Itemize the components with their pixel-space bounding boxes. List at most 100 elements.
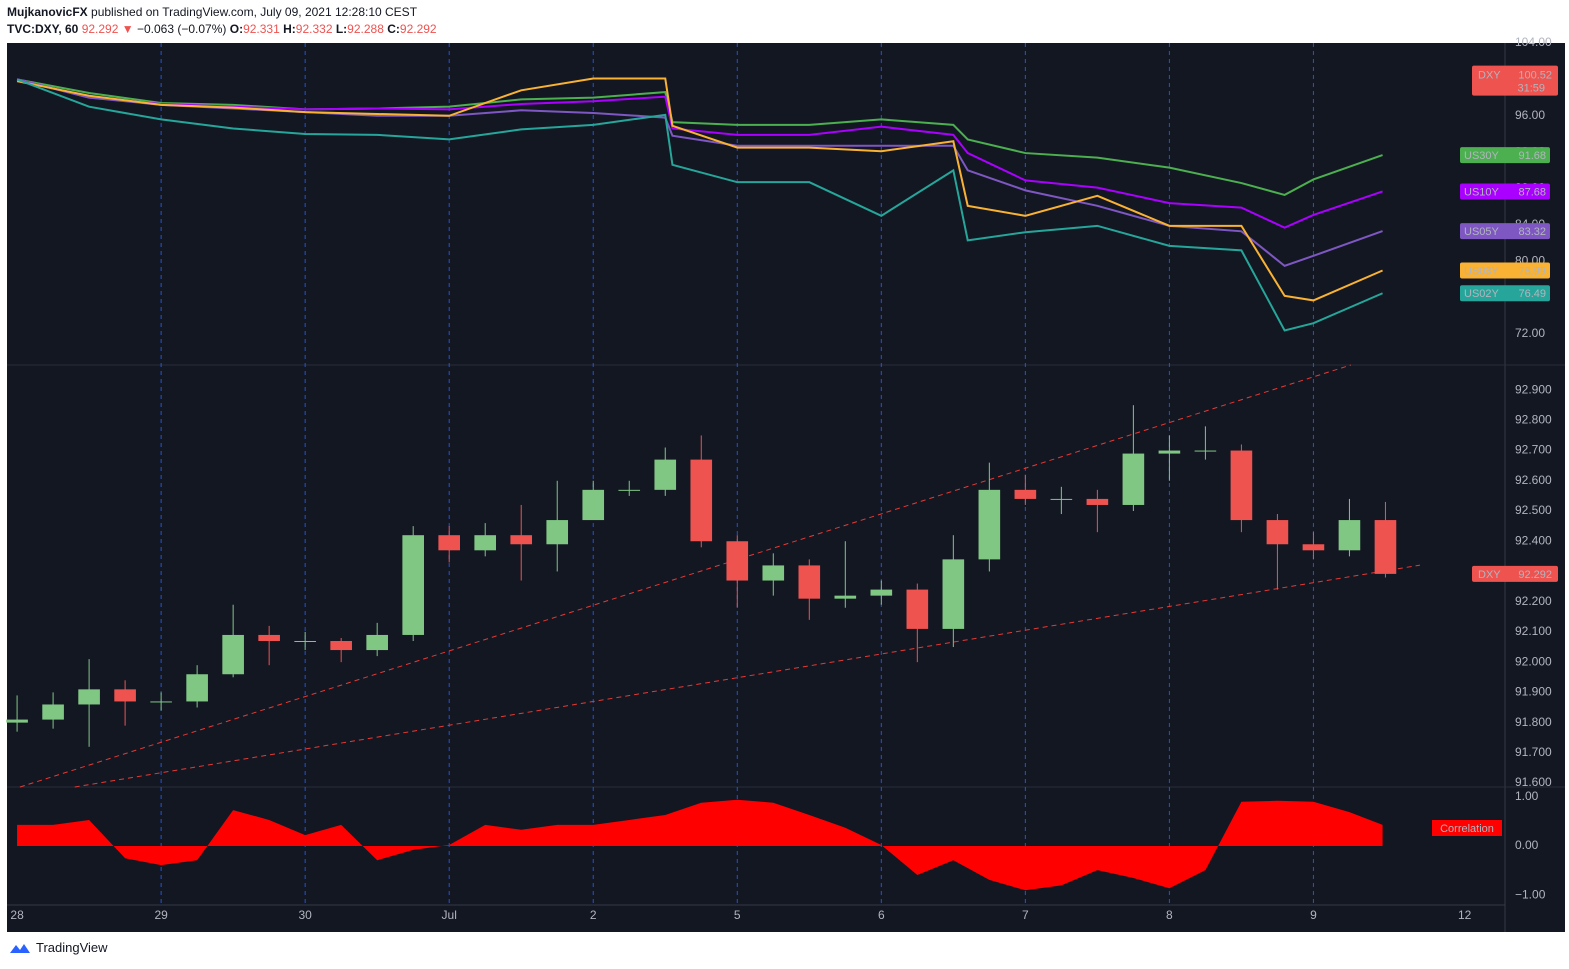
candle-body	[258, 634, 280, 641]
y-tick-label: 92.700	[1515, 443, 1552, 457]
x-tick-label: 28	[10, 908, 24, 922]
ohlc-key: L:	[335, 22, 348, 36]
series-label-box	[1432, 820, 1502, 836]
series-label-box	[1460, 223, 1550, 240]
published: published on TradingView.com, July 09, 2…	[91, 5, 418, 19]
series-label-name: US03Y	[1464, 265, 1500, 277]
series-label: Correlation	[1440, 823, 1494, 835]
candle-body	[762, 565, 785, 581]
logo	[10, 943, 30, 953]
ohlc-value: 92.288	[347, 22, 384, 36]
candle-body	[366, 634, 388, 651]
series-label-box	[1460, 262, 1550, 279]
series-label-value: 83.32	[1518, 226, 1546, 238]
series-label-value: 78.99	[1518, 265, 1546, 277]
candle-body	[582, 489, 605, 521]
trendline	[19, 364, 1352, 788]
y-tick-label: 91.600	[1515, 775, 1552, 789]
series-label-box	[1460, 285, 1550, 302]
author: MujkanovicFX	[7, 5, 88, 19]
series-line	[16, 77, 1383, 302]
arrow: ▼	[121, 22, 134, 36]
candle-body	[618, 489, 641, 491]
y-tick-label: 92.100	[1515, 624, 1552, 638]
x-tick-label: 5	[734, 908, 741, 922]
series-line	[16, 78, 1383, 229]
candle-body	[654, 459, 677, 490]
candle-body	[1014, 489, 1037, 499]
x-tick-label: 7	[1022, 908, 1029, 922]
candle-body	[42, 704, 64, 720]
ohlc-value: 92.331	[243, 22, 280, 36]
x-tick-label: 12	[1458, 908, 1472, 922]
x-tick-label: 30	[298, 908, 312, 922]
ohlc-key: H:	[283, 22, 296, 36]
series-line	[16, 78, 1383, 332]
y-tick-label: −1.00	[1515, 887, 1546, 901]
candle-body	[114, 689, 136, 702]
price-label-box	[1472, 65, 1558, 96]
candle-body	[870, 589, 893, 596]
candle-body	[474, 535, 497, 551]
y-tick-label: 91.800	[1515, 715, 1552, 729]
candle-body	[330, 640, 352, 651]
series-label-box	[1460, 147, 1550, 164]
last: 92.292	[81, 22, 119, 36]
candle-body	[1086, 498, 1109, 505]
candle-body	[834, 595, 857, 599]
price-label-box	[1472, 565, 1558, 582]
series-label-box	[1460, 183, 1550, 200]
header: MujkanovicFX published on TradingView.co…	[7, 4, 437, 38]
ohlc-value: 92.292	[399, 22, 437, 36]
y-tick-label: 0.00	[1515, 838, 1539, 852]
series-label-value: 87.68	[1518, 186, 1546, 198]
symbol: TVC:DXY, 60	[7, 22, 79, 36]
candle-body	[1122, 453, 1145, 505]
ohlc-key: C:	[387, 22, 400, 36]
price-label-name: DXY	[1478, 70, 1501, 82]
background	[7, 43, 1565, 932]
price-label-value: 100.52	[1518, 70, 1552, 82]
y-tick-label: 92.800	[1515, 412, 1552, 426]
series-label-value: 76.49	[1518, 288, 1546, 300]
candle-body	[726, 541, 749, 581]
candle-body	[1374, 520, 1397, 574]
candle-body	[942, 559, 965, 629]
candle-body	[690, 459, 713, 542]
area	[17, 799, 1383, 891]
footer: TradingView	[8, 940, 108, 955]
series-label-value: 91.68	[1518, 150, 1546, 162]
y-tick-label: 91.700	[1515, 745, 1552, 759]
footer-text: TradingView	[36, 940, 108, 955]
candle-body	[546, 520, 569, 545]
ohlc-key: O:	[229, 22, 244, 36]
x-tick-label: 9	[1310, 908, 1317, 922]
y-tick-label: 96.00	[1515, 108, 1545, 122]
candle-body	[294, 640, 316, 642]
candle-body	[402, 535, 424, 635]
y-tick-label: 72.00	[1515, 326, 1545, 340]
y-tick-label: 92.400	[1515, 533, 1552, 547]
y-tick-label: 92.900	[1515, 382, 1552, 396]
series-label-name: US05Y	[1464, 226, 1500, 238]
y-tick-label: 91.900	[1515, 685, 1552, 699]
countdown: 31:59	[1517, 83, 1545, 95]
candle-body	[510, 535, 533, 545]
x-tick-label: 29	[154, 908, 168, 922]
candle-body	[6, 719, 28, 723]
y-tick-label: 1.00	[1515, 789, 1539, 803]
series-label-name: US02Y	[1464, 288, 1500, 300]
y-tick-label: 104.00	[1515, 35, 1552, 49]
trendline	[74, 564, 1421, 788]
candle-body	[150, 701, 172, 703]
candle-body	[1338, 520, 1361, 551]
candle-body	[1194, 450, 1217, 452]
x-tick-label: Jul	[442, 908, 457, 922]
candle-body	[78, 689, 100, 705]
price-label-name: DXY	[1478, 569, 1501, 581]
y-tick-label: 92.600	[1515, 473, 1552, 487]
candle-body	[1050, 498, 1073, 500]
series-label-name: US30Y	[1464, 150, 1500, 162]
